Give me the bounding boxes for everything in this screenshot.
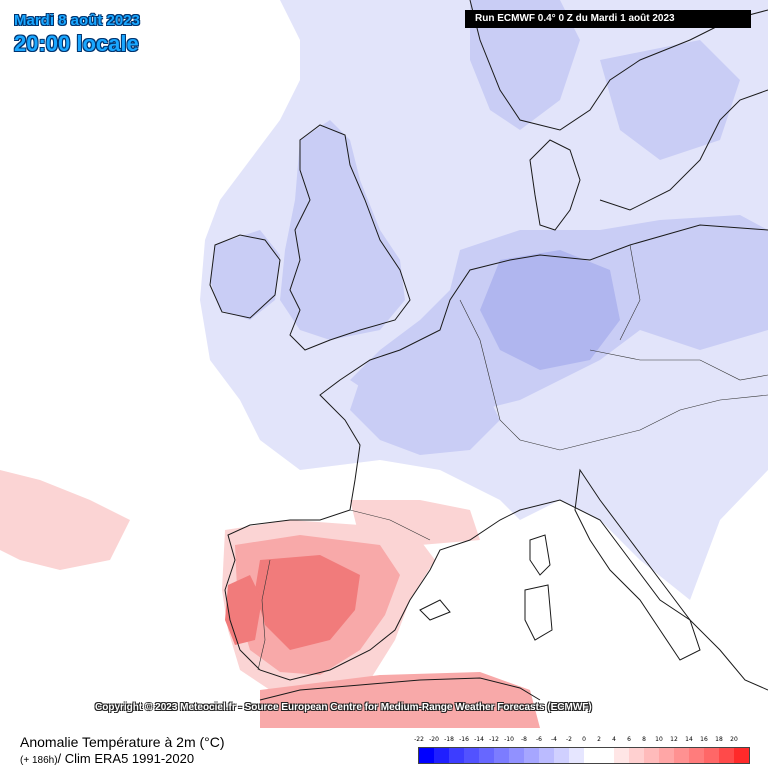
red-anomaly-north-africa: [260, 672, 540, 728]
color-swatch: [614, 748, 629, 763]
red-anomaly-layer: [0, 470, 540, 728]
scale-tick-label: 8: [642, 736, 646, 743]
anomaly-map: [0, 0, 768, 728]
scale-tick-label: -6: [536, 736, 542, 743]
color-swatch: [734, 748, 749, 763]
color-swatch: [584, 748, 599, 763]
color-swatch: [479, 748, 494, 763]
color-swatch: [554, 748, 569, 763]
blue-anomaly-ireland: [210, 230, 280, 320]
red-anomaly-portugal: [225, 575, 262, 645]
legend-climatology: / Clim ERA5 1991-2020: [57, 751, 195, 766]
coastline-baltic: [599, 89, 768, 211]
legend-title: Anomalie Température à 2m (°C): [20, 734, 225, 750]
color-swatch: [464, 748, 479, 763]
coastline-layer: [209, 0, 768, 701]
scale-tick-label: 16: [700, 736, 708, 743]
color-swatch: [704, 748, 719, 763]
color-swatch: [509, 748, 524, 763]
copyright-notice: Copyright © 2023 Meteociel.fr - Source E…: [95, 702, 592, 713]
color-swatch: [434, 748, 449, 763]
blue-anomaly-british-isles: [280, 120, 405, 340]
blue-anomaly-france: [350, 370, 500, 455]
color-swatch: [419, 748, 434, 763]
color-swatch: [629, 748, 644, 763]
scale-tick-label: -12: [489, 736, 499, 743]
border-spain-france: [349, 509, 431, 541]
color-swatch: [719, 748, 734, 763]
color-swatch: [599, 748, 614, 763]
scale-tick-label: 0: [582, 736, 586, 743]
forecast-time-title: 20:00 locale: [14, 31, 139, 56]
legend-subtitle: (+ 186h)/ Clim ERA5 1991-2020: [20, 751, 194, 766]
scale-tick-label: 6: [627, 736, 631, 743]
red-anomaly-atlantic-west: [0, 470, 130, 570]
scale-tick-label: 20: [730, 736, 738, 743]
coastline-denmark: [529, 139, 581, 231]
coastline-ireland: [209, 234, 281, 319]
color-swatch: [689, 748, 704, 763]
legend-lead-time: (+ 186h): [20, 755, 58, 766]
blue-anomaly-scandinavia: [470, 0, 580, 130]
color-swatch: [494, 748, 509, 763]
coastline-balearic: [419, 599, 451, 621]
color-swatch: [539, 748, 554, 763]
scale-tick-label: 10: [655, 736, 663, 743]
coastline-great-britain: [289, 124, 411, 351]
color-scale: -22 -20 -18 -16 -14 -12 -10 -8 -6 -4 -2 0 2 4 6 8 10 12 14…: [414, 736, 750, 764]
scale-tick-label: -16: [459, 736, 469, 743]
color-swatch: [569, 748, 584, 763]
color-swatch: [449, 748, 464, 763]
scale-tick-label: 14: [685, 736, 693, 743]
scale-tick-label: 12: [670, 736, 678, 743]
legend-footer: Anomalie Température à 2m (°C) (+ 186h)/…: [0, 728, 768, 768]
border-central-europe: [589, 349, 768, 381]
blue-anomaly-baltic: [600, 40, 740, 160]
color-scale-bar: [418, 747, 750, 764]
coastline-scandinavia: [469, 0, 768, 131]
color-swatch: [524, 748, 539, 763]
model-run-banner: Run ECMWF 0.4° 0 Z du Mardi 1 août 2023: [465, 10, 751, 28]
border-france-germany: [459, 299, 521, 441]
forecast-date-title: Mardi 8 août 2023: [14, 12, 140, 29]
scale-tick-label: -22: [414, 736, 424, 743]
scale-tick-label: -2: [566, 736, 572, 743]
red-anomaly-iberia-core: [255, 555, 360, 650]
blue-anomaly-layer: [200, 0, 768, 600]
border-spain-portugal: [257, 559, 271, 671]
coastline-corsica-sardinia: [524, 534, 553, 641]
scale-tick-label: -10: [504, 736, 514, 743]
scale-tick-label: -8: [521, 736, 527, 743]
coastline-north-africa: [259, 677, 541, 701]
border-germany-poland: [619, 244, 641, 341]
scale-tick-label: 2: [597, 736, 601, 743]
scale-tick-label: -14: [474, 736, 484, 743]
color-swatch: [659, 748, 674, 763]
border-alps: [519, 394, 768, 451]
coastline-continent: [224, 224, 768, 691]
scale-tick-label: 4: [612, 736, 616, 743]
color-swatch: [674, 748, 689, 763]
scale-tick-label: -20: [429, 736, 439, 743]
scale-tick-label: 18: [715, 736, 723, 743]
scale-tick-label: -18: [444, 736, 454, 743]
color-swatch: [644, 748, 659, 763]
coastline-italy: [574, 468, 701, 661]
scale-tick-label: -4: [551, 736, 557, 743]
blue-anomaly-germany-core: [480, 250, 620, 370]
border-layer: [257, 244, 768, 671]
